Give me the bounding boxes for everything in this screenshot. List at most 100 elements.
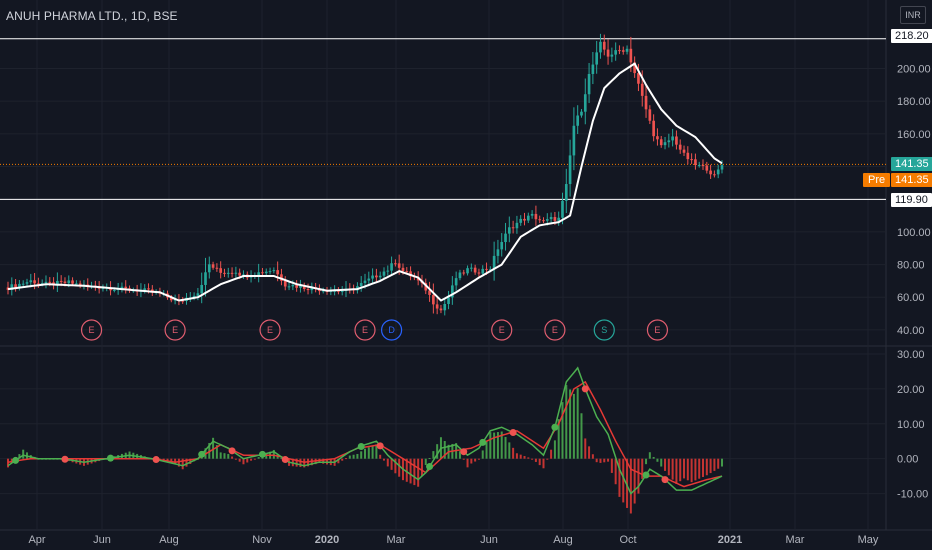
candle-body	[583, 94, 587, 112]
price-axis-tick: 180.00	[897, 96, 931, 108]
candle-body	[534, 213, 538, 220]
candle-body	[625, 48, 629, 52]
candle-body	[234, 272, 238, 274]
candle-body	[432, 294, 435, 305]
histogram-bar	[584, 438, 587, 459]
candle-body	[192, 295, 196, 298]
time-axis-label: Oct	[619, 534, 636, 546]
candle-body	[697, 164, 701, 166]
candle-body	[261, 272, 264, 274]
histogram-bar	[386, 458, 389, 467]
candle-body	[230, 272, 234, 274]
histogram-bar	[356, 453, 359, 459]
candle-body	[640, 83, 644, 96]
histogram-bar	[508, 442, 511, 459]
histogram-bar	[420, 458, 423, 476]
candle-body	[648, 109, 652, 121]
histogram-bar	[223, 453, 226, 459]
candle-body	[489, 269, 492, 271]
histogram-bar	[546, 458, 549, 460]
candle-body	[211, 264, 215, 268]
candle-body	[56, 280, 59, 286]
histogram-bar	[694, 458, 697, 481]
candle-body	[637, 73, 640, 84]
histogram-bar	[664, 458, 667, 471]
histogram-bar	[257, 457, 260, 459]
candle-body	[652, 120, 655, 137]
candle-body	[633, 62, 636, 74]
crossover-dot	[551, 423, 559, 431]
histogram-bar	[227, 453, 230, 459]
candle-body	[276, 270, 279, 275]
event-marker-e	[354, 319, 376, 341]
candle-body	[302, 285, 306, 289]
histogram-bar	[212, 437, 215, 459]
candle-body	[671, 136, 674, 141]
histogram-bar	[474, 458, 477, 462]
histogram-bar	[500, 431, 503, 459]
histogram-bar	[713, 458, 716, 471]
histogram-bar	[405, 458, 408, 482]
candle-body	[200, 284, 204, 294]
histogram-bar	[542, 458, 545, 469]
oscillator-axis-tick: 10.00	[897, 419, 925, 431]
time-axis-label: 2021	[718, 534, 742, 546]
candle-body	[10, 284, 14, 290]
price-axis-tick: 160.00	[897, 129, 931, 141]
candle-body	[659, 139, 663, 146]
histogram-bar	[648, 452, 651, 459]
histogram-bar	[360, 451, 363, 459]
candle-body	[257, 272, 260, 276]
candle-body	[401, 267, 405, 272]
candle-body	[29, 280, 33, 283]
price-axis-tick: 80.00	[897, 260, 925, 272]
histogram-bar	[443, 441, 446, 459]
histogram-bar	[398, 458, 401, 477]
candle-body	[75, 283, 78, 285]
event-marker-label: D	[388, 325, 395, 335]
histogram-bar	[610, 458, 613, 473]
candle-body	[40, 283, 44, 285]
candle-body	[523, 218, 526, 221]
histogram-bar	[390, 458, 393, 470]
event-marker-e	[259, 319, 281, 341]
candle-body	[295, 285, 298, 288]
histogram-bar	[303, 458, 306, 468]
histogram-bar	[177, 458, 180, 467]
histogram-bar	[307, 458, 310, 467]
histogram-bar	[515, 453, 518, 459]
candle-body	[621, 50, 625, 52]
event-marker-label: E	[552, 325, 558, 335]
crossover-dot	[509, 429, 517, 437]
candle-body	[701, 164, 705, 166]
candle-body	[690, 159, 693, 161]
histogram-bar	[481, 450, 484, 459]
histogram-bar	[721, 458, 723, 467]
candle-body	[59, 280, 63, 282]
candle-body	[462, 272, 466, 274]
candle-body	[272, 270, 276, 272]
candle-body	[545, 219, 549, 221]
candle-body	[614, 50, 617, 55]
histogram-bar	[698, 458, 701, 479]
histogram-bar	[667, 458, 670, 476]
oscillator-axis-tick: 30.00	[897, 349, 925, 361]
histogram-bar	[462, 458, 465, 460]
candle-body	[519, 218, 523, 223]
candle-body	[147, 288, 150, 290]
histogram-bar	[22, 449, 25, 459]
currency-button[interactable]: INR	[900, 6, 926, 24]
candle-body	[67, 280, 71, 284]
histogram-bar	[557, 419, 560, 459]
histogram-bar	[603, 458, 606, 463]
time-axis-label: Mar	[387, 534, 406, 546]
candle-body	[686, 152, 690, 160]
histogram-bar	[367, 447, 370, 459]
histogram-bar	[690, 458, 693, 483]
histogram-bar	[477, 458, 480, 460]
candle-body	[371, 275, 374, 279]
histogram-bar	[675, 458, 678, 484]
histogram-bar	[265, 453, 268, 459]
histogram-bar	[375, 444, 378, 459]
